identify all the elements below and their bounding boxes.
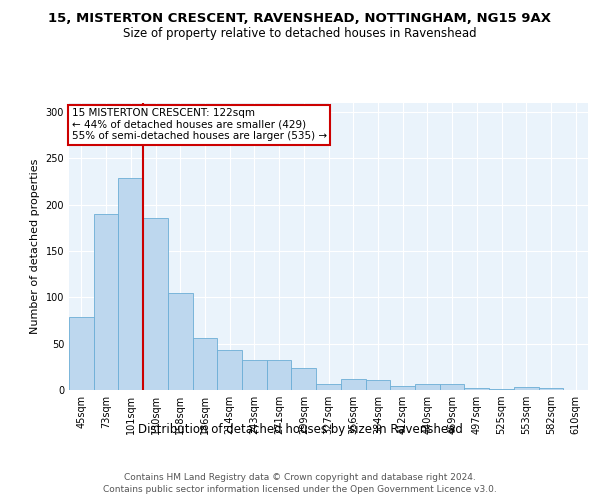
Text: 15 MISTERTON CRESCENT: 122sqm
← 44% of detached houses are smaller (429)
55% of : 15 MISTERTON CRESCENT: 122sqm ← 44% of d… — [71, 108, 327, 142]
Text: Contains HM Land Registry data © Crown copyright and database right 2024.: Contains HM Land Registry data © Crown c… — [124, 472, 476, 482]
Text: 15, MISTERTON CRESCENT, RAVENSHEAD, NOTTINGHAM, NG15 9AX: 15, MISTERTON CRESCENT, RAVENSHEAD, NOTT… — [49, 12, 551, 26]
Bar — [440, 384, 464, 390]
Bar — [514, 387, 539, 390]
Text: Size of property relative to detached houses in Ravenshead: Size of property relative to detached ho… — [123, 28, 477, 40]
Bar — [415, 384, 440, 390]
Bar — [489, 389, 514, 390]
Bar — [193, 338, 217, 390]
Bar — [390, 386, 415, 390]
Bar — [242, 360, 267, 390]
Text: Contains public sector information licensed under the Open Government Licence v3: Contains public sector information licen… — [103, 485, 497, 494]
Bar — [464, 388, 489, 390]
Bar — [267, 360, 292, 390]
Bar — [94, 214, 118, 390]
Bar — [143, 218, 168, 390]
Bar — [341, 379, 365, 390]
Bar — [168, 292, 193, 390]
Bar — [365, 380, 390, 390]
Bar — [217, 350, 242, 390]
Bar — [69, 316, 94, 390]
Text: Distribution of detached houses by size in Ravenshead: Distribution of detached houses by size … — [137, 422, 463, 436]
Bar — [118, 178, 143, 390]
Bar — [292, 368, 316, 390]
Bar — [316, 384, 341, 390]
Y-axis label: Number of detached properties: Number of detached properties — [30, 158, 40, 334]
Bar — [539, 388, 563, 390]
